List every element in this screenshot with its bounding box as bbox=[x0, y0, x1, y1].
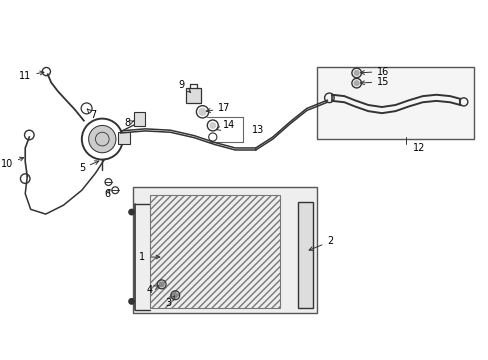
Circle shape bbox=[129, 209, 134, 215]
Bar bbox=[133, 187, 316, 313]
Text: 1: 1 bbox=[139, 252, 160, 262]
Text: 17: 17 bbox=[206, 103, 230, 113]
Bar bbox=[118, 131, 130, 144]
Text: 11: 11 bbox=[19, 71, 44, 81]
Bar bbox=[134, 112, 145, 126]
Text: 9: 9 bbox=[178, 80, 190, 92]
Text: 16: 16 bbox=[360, 67, 388, 77]
Circle shape bbox=[354, 71, 358, 75]
Circle shape bbox=[173, 293, 177, 298]
Bar bbox=[150, 195, 279, 307]
Circle shape bbox=[210, 123, 215, 128]
Bar bbox=[316, 67, 473, 139]
Circle shape bbox=[88, 125, 116, 153]
Text: 4: 4 bbox=[147, 285, 158, 295]
Circle shape bbox=[354, 81, 358, 86]
Text: 8: 8 bbox=[124, 118, 133, 129]
Text: 13: 13 bbox=[252, 125, 264, 135]
Text: 3: 3 bbox=[165, 296, 174, 309]
Circle shape bbox=[129, 299, 134, 304]
Bar bbox=[186, 88, 201, 103]
Bar bbox=[297, 202, 312, 307]
Text: 14: 14 bbox=[216, 121, 235, 130]
Text: 10: 10 bbox=[0, 157, 23, 169]
Text: 12: 12 bbox=[412, 143, 425, 153]
Text: 6: 6 bbox=[104, 189, 110, 199]
Text: 15: 15 bbox=[360, 77, 389, 87]
Text: 5: 5 bbox=[79, 161, 99, 174]
Text: 2: 2 bbox=[308, 237, 333, 251]
Text: 7: 7 bbox=[87, 109, 96, 120]
Circle shape bbox=[199, 108, 205, 115]
Circle shape bbox=[159, 282, 163, 287]
